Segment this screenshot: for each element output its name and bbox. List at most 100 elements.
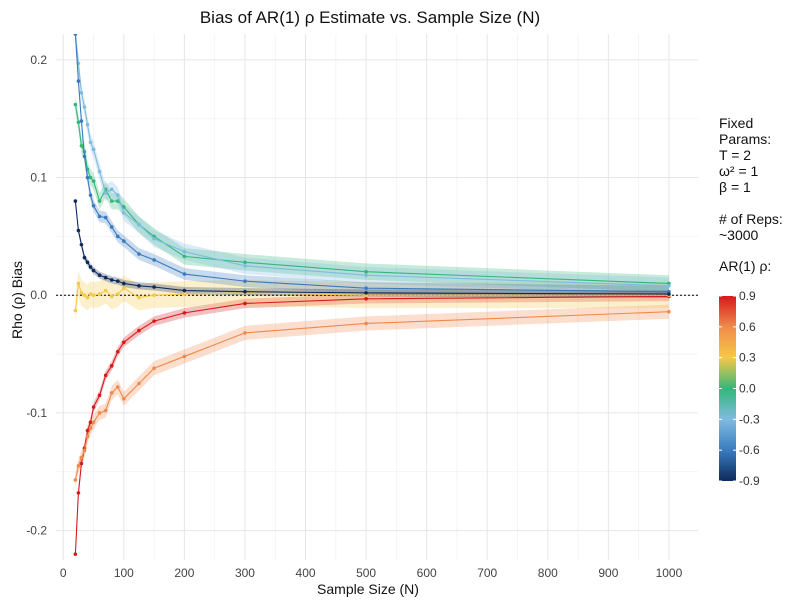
y-tick-label: 0.2	[30, 53, 47, 67]
x-tick-label: 500	[356, 566, 376, 580]
ci-ribbon-rho-0.9	[75, 291, 669, 559]
data-point	[182, 249, 187, 254]
x-axis-label: Sample Size (N)	[317, 581, 419, 597]
data-point	[91, 268, 96, 273]
data-point	[85, 434, 90, 439]
data-point	[103, 191, 108, 195]
series-group	[56, 34, 698, 559]
data-point	[97, 292, 102, 296]
data-point	[85, 428, 90, 433]
data-point	[152, 319, 156, 323]
data-point	[122, 205, 126, 209]
data-point	[91, 405, 96, 409]
data-point	[73, 308, 78, 313]
data-point	[85, 175, 90, 180]
data-point	[88, 140, 93, 145]
colorbar-tick-label: 0.0	[739, 382, 756, 396]
ci-ribbon-rho--0.6	[75, 34, 669, 298]
data-point	[243, 264, 247, 268]
data-point	[91, 147, 96, 152]
data-point	[88, 426, 93, 431]
colorbar-tick-label: -0.6	[739, 443, 760, 457]
x-tick-label: 600	[417, 566, 437, 580]
data-point	[85, 295, 90, 300]
data-point	[91, 204, 96, 208]
data-point	[115, 279, 120, 283]
data-point	[79, 91, 84, 95]
data-point	[243, 301, 247, 306]
data-point	[122, 239, 126, 243]
data-point	[97, 169, 102, 174]
x-tick-label: 300	[235, 566, 255, 580]
data-point	[76, 120, 81, 125]
y-tick-label: -0.2	[26, 524, 47, 538]
data-point	[122, 281, 126, 286]
data-point	[152, 366, 156, 370]
data-point	[137, 252, 141, 256]
y-axis-label: Rho (ρ) Bias	[9, 261, 25, 339]
data-point	[152, 258, 156, 262]
data-point	[91, 179, 96, 183]
data-point	[88, 193, 93, 198]
data-point	[122, 396, 126, 401]
data-point	[73, 552, 78, 556]
data-point	[76, 228, 81, 233]
data-point	[85, 122, 90, 127]
ci-ribbon-rho--0.9	[75, 197, 669, 298]
x-tick-label: 900	[598, 566, 618, 580]
data-point	[109, 294, 114, 299]
plot-area: 0 100 200 300 400 500 600 700 800 900 1000 0.2 0.1 0.…	[26, 34, 698, 580]
data-point	[137, 284, 141, 288]
data-point	[91, 420, 96, 425]
data-point	[97, 273, 102, 278]
x-tick-label: 100	[114, 566, 134, 580]
data-point	[103, 275, 108, 280]
series-line-rho--0.6	[74, 34, 669, 293]
data-point	[115, 349, 120, 354]
series-line-rho-0.9	[74, 295, 669, 555]
x-tick-label: 800	[538, 566, 558, 580]
data-point	[76, 79, 81, 83]
data-point	[109, 199, 114, 203]
data-point	[182, 254, 187, 259]
data-point	[364, 321, 368, 326]
colorbar-tick-label: -0.9	[739, 474, 760, 488]
data-point	[88, 292, 93, 296]
data-point	[152, 236, 156, 241]
data-point	[364, 296, 368, 301]
data-point	[91, 293, 96, 298]
series-line-rho-0.6	[74, 311, 669, 481]
data-point	[88, 175, 93, 180]
x-tick-label: 700	[477, 566, 497, 580]
data-point	[109, 225, 114, 229]
data-point	[109, 278, 114, 282]
legend-title: AR(1) ρ:	[719, 258, 771, 274]
data-point	[364, 291, 368, 295]
data-point	[82, 105, 87, 109]
series-line-rho-0	[74, 104, 669, 285]
x-tick-label: 200	[174, 566, 194, 580]
data-point	[152, 293, 156, 298]
data-point	[137, 295, 141, 300]
data-point	[103, 408, 108, 413]
data-point	[122, 211, 126, 215]
colorbar-tick-label: 0.6	[739, 320, 756, 334]
data-point	[152, 285, 156, 289]
data-point	[667, 309, 671, 314]
x-tick-label: 400	[296, 566, 316, 580]
data-point	[79, 461, 84, 466]
data-point	[82, 154, 87, 159]
data-point	[76, 281, 81, 286]
data-point	[73, 478, 78, 482]
x-tick-label: 0	[60, 566, 67, 580]
data-point	[182, 311, 187, 315]
data-point	[115, 385, 120, 389]
x-tick-label: 1000	[656, 566, 683, 580]
data-point	[82, 293, 87, 298]
y-tick-label: -0.1	[26, 406, 47, 420]
data-point	[79, 119, 84, 123]
data-point	[122, 340, 126, 345]
fixed-params-annotation: Fixed Params: T = 2 ω² = 1 β = 1	[719, 115, 772, 195]
data-point	[243, 279, 247, 283]
